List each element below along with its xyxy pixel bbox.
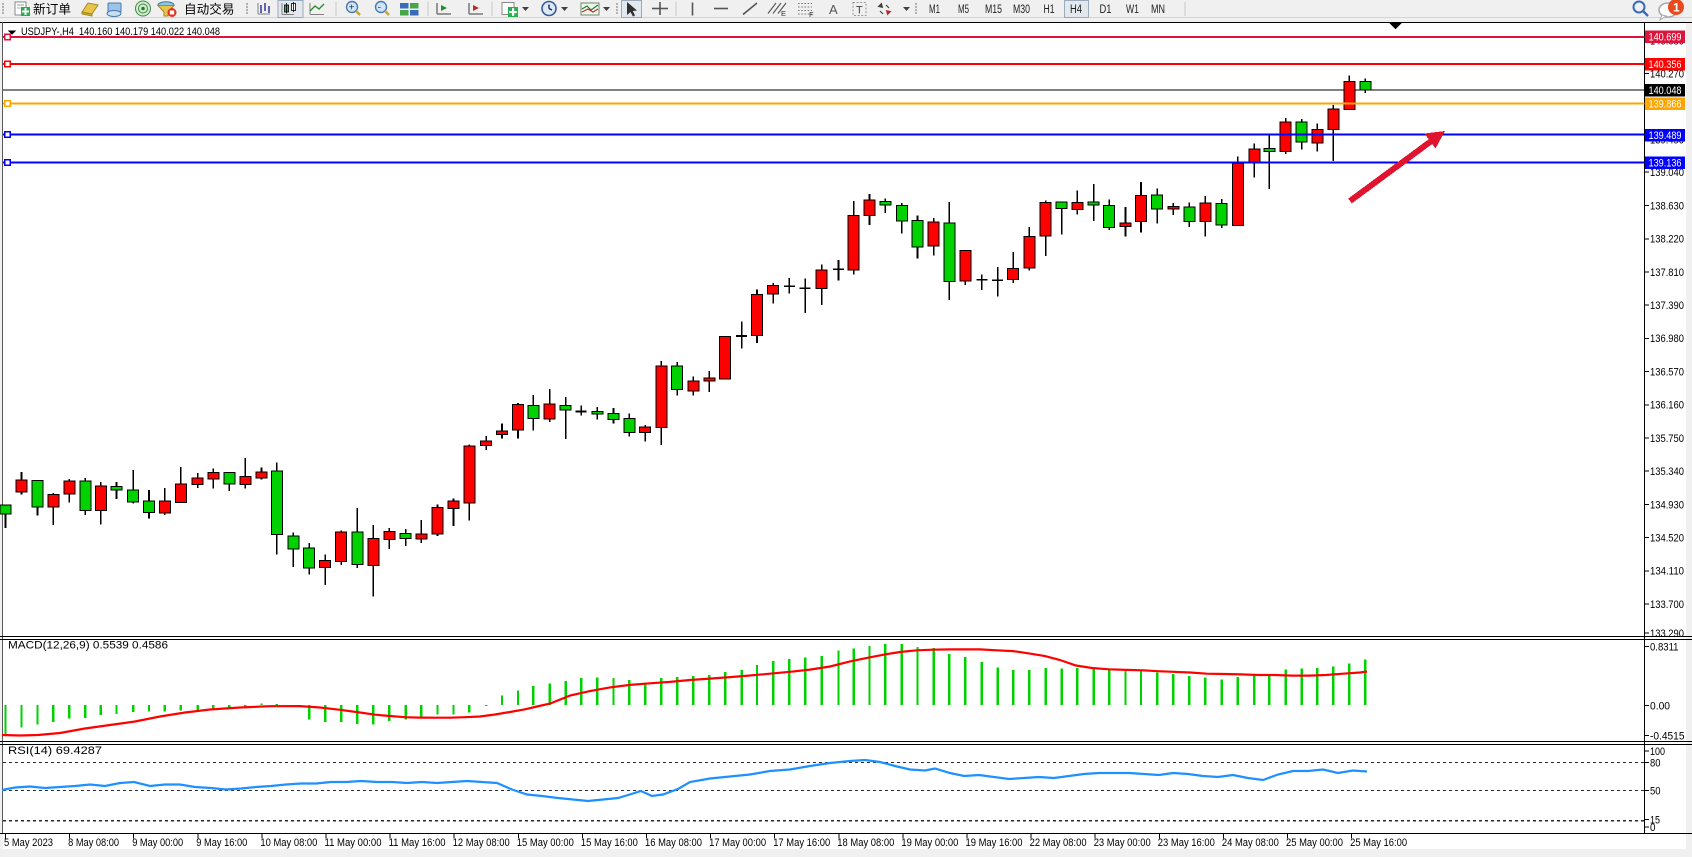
svg-text:136.570: 136.570	[1650, 366, 1684, 378]
svg-text:MN: MN	[1151, 4, 1165, 16]
svg-text:8 May 08:00: 8 May 08:00	[68, 837, 119, 849]
svg-text:15 May 16:00: 15 May 16:00	[581, 837, 638, 849]
svg-text:0.8311: 0.8311	[1650, 641, 1679, 653]
svg-text:M15: M15	[985, 4, 1002, 16]
svg-text:134.520: 134.520	[1650, 533, 1684, 545]
svg-text:23 May 00:00: 23 May 00:00	[1094, 837, 1151, 849]
svg-text:12 May 08:00: 12 May 08:00	[453, 837, 510, 849]
svg-text:A: A	[829, 2, 838, 17]
svg-text:19 May 00:00: 19 May 00:00	[901, 837, 958, 849]
svg-text:新订单: 新订单	[33, 2, 71, 17]
svg-text:134.930: 134.930	[1650, 499, 1684, 511]
svg-text:18 May 08:00: 18 May 08:00	[837, 837, 894, 849]
svg-text:5 May 2023: 5 May 2023	[4, 837, 53, 849]
svg-text:10 May 08:00: 10 May 08:00	[260, 837, 317, 849]
svg-text:136.160: 136.160	[1650, 400, 1684, 412]
svg-text:140.048: 140.048	[1649, 85, 1682, 97]
svg-text:135.340: 135.340	[1650, 466, 1684, 478]
svg-text:139.489: 139.489	[1649, 130, 1682, 142]
svg-text:25 May 00:00: 25 May 00:00	[1286, 837, 1343, 849]
svg-text:9 May 16:00: 9 May 16:00	[196, 837, 247, 849]
svg-text:RSI(14) 69.4287: RSI(14) 69.4287	[8, 745, 102, 757]
svg-text:24 May 08:00: 24 May 08:00	[1222, 837, 1279, 849]
svg-text:80: 80	[1650, 757, 1661, 769]
svg-text:H4: H4	[1070, 4, 1082, 16]
svg-text:-: -	[378, 3, 381, 14]
svg-text:100: 100	[1650, 746, 1665, 758]
svg-text:D1: D1	[1100, 4, 1112, 16]
svg-text:自动交易: 自动交易	[184, 2, 235, 17]
svg-text:23 May 16:00: 23 May 16:00	[1158, 837, 1215, 849]
svg-text:M1: M1	[929, 4, 940, 16]
svg-text:137.810: 137.810	[1650, 267, 1684, 279]
svg-text:1: 1	[1673, 1, 1680, 15]
svg-text:USDJPY-,H4 140.160 140.179 14: USDJPY-,H4 140.160 140.179 140.022 140.0…	[21, 26, 220, 38]
svg-text:22 May 08:00: 22 May 08:00	[1030, 837, 1087, 849]
svg-text:139.866: 139.866	[1649, 98, 1682, 110]
svg-text:H1: H1	[1044, 4, 1055, 16]
svg-text:138.630: 138.630	[1650, 200, 1684, 212]
svg-text:137.390: 137.390	[1650, 300, 1684, 312]
svg-text:25 May 16:00: 25 May 16:00	[1350, 837, 1407, 849]
svg-text:11 May 16:00: 11 May 16:00	[389, 837, 446, 849]
svg-text:138.220: 138.220	[1650, 234, 1684, 246]
svg-text:134.110: 134.110	[1650, 566, 1684, 578]
svg-text:15 May 00:00: 15 May 00:00	[517, 837, 574, 849]
svg-text:MACD(12,26,9) 0.5539 0.4586: MACD(12,26,9) 0.5539 0.4586	[8, 640, 168, 652]
svg-text:M5: M5	[958, 4, 969, 16]
svg-text:17 May 00:00: 17 May 00:00	[709, 837, 766, 849]
svg-text:136.980: 136.980	[1650, 333, 1684, 345]
svg-text:0: 0	[1650, 822, 1656, 834]
svg-text:0.00: 0.00	[1650, 700, 1670, 712]
svg-text:140.270: 140.270	[1650, 68, 1684, 80]
svg-text:19 May 16:00: 19 May 16:00	[966, 837, 1023, 849]
svg-text:T: T	[856, 5, 863, 17]
svg-text:F: F	[809, 10, 814, 19]
svg-text:E: E	[781, 9, 786, 18]
svg-text:135.750: 135.750	[1650, 433, 1684, 445]
svg-text:17 May 16:00: 17 May 16:00	[773, 837, 830, 849]
svg-text:140.699: 140.699	[1649, 32, 1682, 44]
svg-text:9 May 00:00: 9 May 00:00	[132, 837, 183, 849]
svg-text:M30: M30	[1013, 4, 1030, 16]
svg-text:140.356: 140.356	[1649, 59, 1682, 71]
svg-text:133.290: 133.290	[1650, 628, 1684, 640]
svg-text:+: +	[349, 3, 355, 14]
svg-text:-0.4515: -0.4515	[1650, 730, 1685, 742]
svg-text:16 May 08:00: 16 May 08:00	[645, 837, 702, 849]
svg-text:50: 50	[1650, 785, 1661, 797]
svg-text:133.700: 133.700	[1650, 599, 1684, 611]
svg-text:W1: W1	[1126, 4, 1139, 16]
svg-text:11 May 00:00: 11 May 00:00	[325, 837, 382, 849]
svg-text:139.136: 139.136	[1649, 157, 1682, 169]
svg-text:15: 15	[1650, 814, 1660, 826]
svg-text:139.040: 139.040	[1650, 167, 1684, 179]
